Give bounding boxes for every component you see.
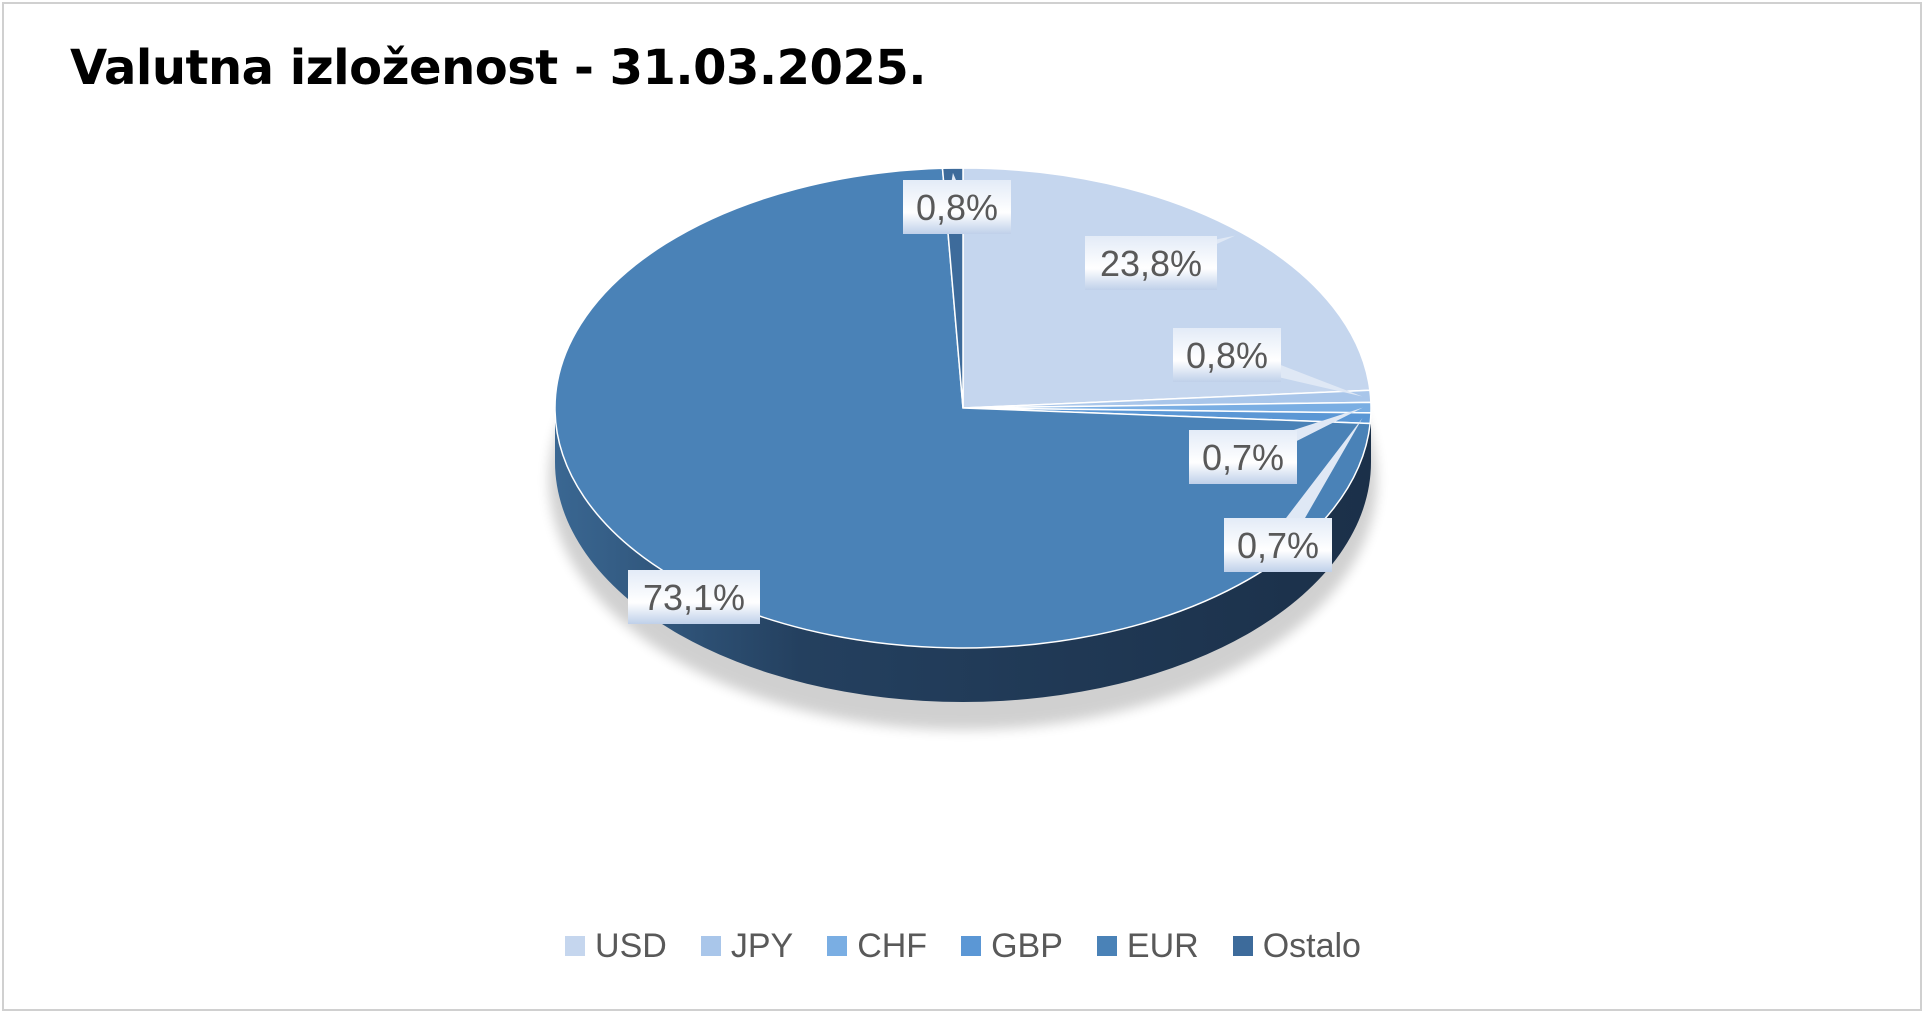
legend-item-chf: CHF [827,927,927,966]
data-label-jpy: 0,8% [1173,328,1363,397]
data-label-box [903,180,1011,234]
legend-swatch [827,936,848,956]
data-label-usd: 23,8% [1085,235,1236,290]
data-label-box [628,570,760,624]
legend-swatch [961,936,982,956]
legend-item-eur: EUR [1096,926,1199,966]
legend-swatch [565,936,586,956]
legend-label: EUR [1126,926,1199,965]
legend-label: GBP [991,926,1063,965]
legend-swatch [700,936,721,956]
legend-label: Ostalo [1262,926,1361,965]
data-label-pointer [1269,417,1363,551]
data-label-text: 23,8% [1100,243,1202,284]
data-label-box [1173,328,1281,382]
legend-item-gbp: GBP [961,927,1063,966]
legend-item-usd: USD [565,927,667,966]
data-label-text: 0,8% [1186,335,1268,376]
data-label-text: 0,7% [1237,525,1319,566]
data-label-box [1189,430,1297,484]
data-label-eur: 73,1% [628,570,760,624]
data-label-gbp: 0,7% [1224,417,1363,572]
legend-swatch [1096,936,1117,956]
legend-label: JPY [730,926,794,965]
data-label-text: 73,1% [643,577,745,618]
data-label-ostalo: 0,8% [903,172,1011,234]
chart-title: Valutna izloženost - 31.03.2025. [70,40,926,96]
pie-side-wall [555,408,1371,702]
legend: USD JPY CHF GBP EUR Ostalo [0,922,1926,970]
data-label-text: 0,8% [916,187,998,228]
data-label-box [1085,236,1217,290]
legend-label: CHF [857,926,928,965]
legend-item-jpy: JPY [700,926,794,966]
legend-swatch [1232,936,1253,956]
data-label-text: 0,7% [1202,437,1284,478]
data-label-chf: 0,7% [1189,407,1363,484]
legend-label: USD [595,926,667,965]
data-label-box [1224,518,1332,572]
legend-item-ostalo: Ostalo [1232,926,1361,966]
